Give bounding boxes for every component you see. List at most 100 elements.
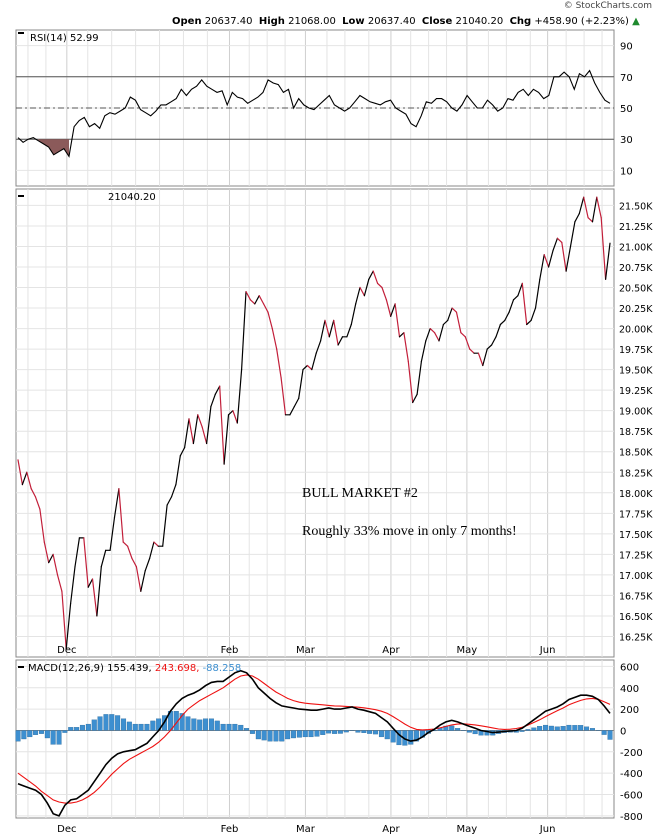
price-segment bbox=[83, 537, 89, 588]
price-y-tick-label: 20.00K bbox=[619, 325, 653, 336]
price-segment bbox=[381, 286, 387, 301]
macd-histogram-bar bbox=[332, 730, 338, 734]
macd-histogram-bar bbox=[396, 730, 402, 746]
macd-histogram-bar bbox=[296, 730, 302, 738]
price-segment bbox=[469, 348, 475, 354]
macd-histogram-bar bbox=[185, 716, 191, 731]
macd-histogram-bar bbox=[326, 730, 332, 734]
price-segment bbox=[512, 295, 519, 301]
price-segment bbox=[429, 328, 436, 334]
macd-histogram-bar bbox=[220, 723, 226, 731]
macd-y-tick-label: -600 bbox=[620, 791, 643, 802]
macd-histogram-bar bbox=[519, 730, 525, 732]
price-segment bbox=[201, 426, 208, 445]
price-y-tick-label: 21.25K bbox=[619, 222, 653, 233]
macd-y-tick-label: 600 bbox=[620, 662, 639, 673]
price-segment bbox=[495, 323, 501, 338]
up-arrow-icon: ▲ bbox=[632, 16, 640, 27]
rsi-y-tick-label: 70 bbox=[620, 73, 633, 84]
macd-histogram-bar bbox=[85, 723, 91, 731]
macd-histogram-bar bbox=[607, 730, 613, 740]
macd-histogram-bar bbox=[255, 730, 261, 740]
price-segment bbox=[565, 245, 572, 272]
macd-label: MACD(12,26,9) 155.439, 243.698, -88.258 bbox=[28, 663, 241, 674]
price-segment bbox=[591, 196, 598, 223]
high-label: High bbox=[258, 16, 285, 27]
price-segment bbox=[600, 217, 607, 280]
macd-x-tick-label: May bbox=[457, 824, 478, 835]
price-segment bbox=[552, 237, 559, 252]
macd-histogram-bar bbox=[249, 730, 255, 734]
macd-histogram-bar bbox=[226, 723, 232, 731]
price-segment bbox=[166, 496, 173, 506]
macd-histogram-bar bbox=[244, 728, 250, 731]
macd-histogram-bar bbox=[472, 730, 478, 735]
price-segment bbox=[302, 364, 308, 371]
high-value: 21068.00 bbox=[288, 16, 336, 27]
price-label: 21040.20 bbox=[108, 192, 156, 203]
price-segment bbox=[556, 237, 563, 243]
macd-histogram-bar bbox=[208, 718, 214, 731]
price-y-tick-label: 20.25K bbox=[619, 304, 653, 315]
price-segment bbox=[52, 553, 59, 576]
macd-histogram-bar bbox=[232, 723, 238, 731]
price-segment bbox=[276, 348, 282, 379]
price-segment bbox=[223, 414, 230, 465]
price-segment bbox=[460, 332, 466, 338]
price-segment bbox=[604, 242, 611, 280]
price-segment bbox=[87, 578, 94, 588]
price-segment bbox=[578, 196, 585, 215]
price-segment bbox=[359, 286, 365, 297]
price-segment bbox=[530, 307, 537, 321]
price-segment bbox=[547, 250, 554, 268]
macd-histogram-bar bbox=[361, 730, 367, 733]
macd-histogram-bar bbox=[115, 715, 121, 731]
price-segment bbox=[390, 303, 396, 317]
price-segment bbox=[43, 541, 50, 564]
price-segment bbox=[363, 278, 370, 297]
price-y-tick-label: 17.50K bbox=[619, 530, 653, 541]
price-segment bbox=[569, 221, 576, 248]
price-segment bbox=[486, 344, 493, 350]
price-x-tick-label: Feb bbox=[221, 645, 239, 656]
price-y-tick-label: 16.25K bbox=[619, 632, 653, 643]
price-y-tick-label: 16.50K bbox=[619, 612, 653, 623]
macd-histogram-bar bbox=[144, 723, 150, 731]
macd-histogram-bar bbox=[56, 730, 62, 745]
price-segment bbox=[482, 348, 488, 367]
price-segment bbox=[372, 270, 379, 284]
macd-histogram-bar bbox=[373, 730, 379, 735]
price-segment bbox=[451, 307, 458, 313]
macd-histogram-bar bbox=[466, 730, 472, 733]
macd-x-tick-label: Jun bbox=[539, 824, 556, 835]
macd-histogram-bar bbox=[21, 730, 27, 740]
rsi-oversold-fill bbox=[38, 139, 70, 157]
macd-histogram-bar bbox=[343, 730, 349, 733]
macd-x-tick-label: Mar bbox=[296, 824, 316, 835]
rsi-legend-swatch bbox=[18, 32, 24, 34]
price-segment bbox=[521, 282, 528, 326]
macd-histogram-bar bbox=[525, 729, 531, 731]
price-segment bbox=[583, 196, 589, 219]
price-y-tick-label: 19.25K bbox=[619, 386, 653, 397]
price-segment bbox=[245, 291, 251, 301]
price-y-tick-label: 16.75K bbox=[619, 591, 653, 602]
price-legend-swatch bbox=[18, 195, 24, 197]
macd-histogram-bar bbox=[38, 730, 44, 734]
ohlc-header: Open 20637.40 High 21068.00 Low 20637.40… bbox=[172, 16, 640, 27]
macd-histogram-bar bbox=[62, 730, 68, 733]
macd-histogram-bar bbox=[203, 718, 209, 731]
macd-histogram-bar bbox=[132, 723, 138, 731]
price-segment bbox=[539, 254, 545, 280]
price-y-tick-label: 17.25K bbox=[619, 550, 653, 561]
macd-histogram-bar bbox=[261, 730, 267, 741]
price-y-tick-label: 18.50K bbox=[619, 448, 653, 459]
macd-x-tick-label: Dec bbox=[57, 824, 76, 835]
price-x-tick-label: May bbox=[457, 645, 478, 656]
macd-histogram-bar bbox=[414, 730, 420, 742]
macd-histogram-bar bbox=[560, 726, 566, 731]
macd-histogram-bar bbox=[572, 725, 578, 731]
macd-histogram-bar bbox=[367, 730, 373, 734]
low-value: 20637.40 bbox=[367, 16, 416, 27]
